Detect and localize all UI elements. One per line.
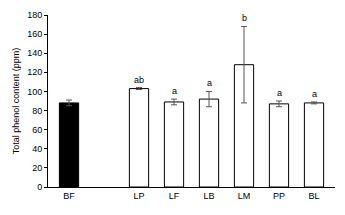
svg-text:a: a bbox=[277, 88, 282, 98]
svg-text:LM: LM bbox=[238, 191, 251, 201]
svg-text:a: a bbox=[207, 78, 212, 88]
svg-text:40: 40 bbox=[32, 144, 42, 154]
svg-text:PP: PP bbox=[273, 191, 285, 201]
svg-text:ab: ab bbox=[134, 75, 144, 85]
svg-text:Total phenol content (ppm): Total phenol content (ppm) bbox=[11, 48, 21, 155]
svg-text:a: a bbox=[172, 86, 177, 96]
svg-text:BL: BL bbox=[308, 191, 319, 201]
svg-text:180: 180 bbox=[27, 10, 42, 20]
svg-text:LP: LP bbox=[133, 191, 144, 201]
svg-text:60: 60 bbox=[32, 125, 42, 135]
svg-text:100: 100 bbox=[27, 87, 42, 97]
svg-text:160: 160 bbox=[27, 29, 42, 39]
svg-text:LF: LF bbox=[169, 191, 180, 201]
svg-text:120: 120 bbox=[27, 67, 42, 77]
svg-text:BF: BF bbox=[63, 191, 75, 201]
svg-text:b: b bbox=[242, 13, 247, 23]
svg-text:LB: LB bbox=[203, 191, 214, 201]
svg-text:140: 140 bbox=[27, 48, 42, 58]
svg-text:0: 0 bbox=[37, 182, 42, 192]
svg-text:20: 20 bbox=[32, 163, 42, 173]
svg-text:80: 80 bbox=[32, 106, 42, 116]
svg-text:a: a bbox=[312, 89, 317, 99]
